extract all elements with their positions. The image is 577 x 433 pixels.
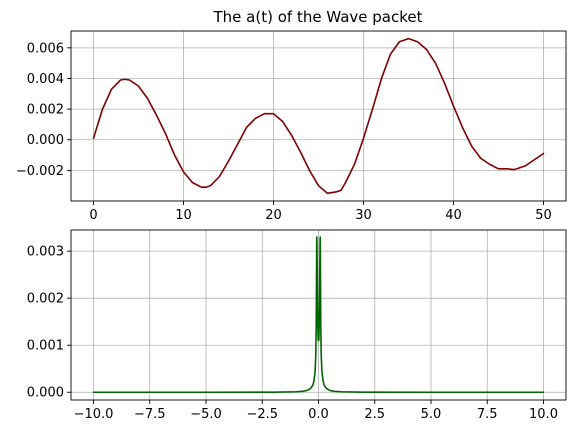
plot-bottom: −10.0 −7.5 −5.0 −2.5 0.0 2.5 5.0 7.5 10.0 0.000 0.… xyxy=(27,229,567,422)
top-y-tick-label: 0.004 xyxy=(27,72,64,87)
bottom-y-tick-label: 0.003 xyxy=(27,245,64,260)
top-x-tick-label: 10 xyxy=(175,208,192,223)
bottom-x-tick-label: −10.0 xyxy=(74,407,114,422)
top-x-tick-label: 0 xyxy=(89,208,97,223)
bottom-series-line xyxy=(92,236,545,394)
bottom-y-tick-label: 0.001 xyxy=(27,339,64,354)
bottom-x-tick-label: 5.0 xyxy=(421,407,442,422)
bottom-y-tick-label: 0.000 xyxy=(27,386,64,401)
chart-title-top: The a(t) of the Wave packet xyxy=(213,8,423,26)
bottom-x-tick-label: 0.0 xyxy=(308,407,329,422)
top-x-tick-label: 40 xyxy=(445,208,462,223)
top-y-tick-label: 0.006 xyxy=(27,41,64,56)
top-y-tick-label: −0.002 xyxy=(16,164,64,179)
top-y-tick-label: 0.000 xyxy=(27,133,64,148)
bottom-x-tick-label: 2.5 xyxy=(364,407,385,422)
top-x-tick-label: 50 xyxy=(535,208,552,223)
top-x-tick-label: 30 xyxy=(355,208,372,223)
top-series-line xyxy=(92,37,545,195)
bottom-x-tick-label: 10.0 xyxy=(529,407,558,422)
bottom-x-tick-label: −2.5 xyxy=(246,407,278,422)
plot-top: 0 10 20 30 40 50 −0.002 0.000 0.002 0.004 0.006 xyxy=(16,30,567,223)
top-x-tick-label: 20 xyxy=(265,208,282,223)
bottom-x-tick-label: −7.5 xyxy=(134,407,166,422)
top-y-tick-label: 0.002 xyxy=(27,103,64,118)
bottom-x-tick-label: −5.0 xyxy=(190,407,222,422)
bottom-x-tick-label: 7.5 xyxy=(477,407,498,422)
bottom-y-tick-label: 0.002 xyxy=(27,292,64,307)
top-axes-frame xyxy=(70,30,567,202)
